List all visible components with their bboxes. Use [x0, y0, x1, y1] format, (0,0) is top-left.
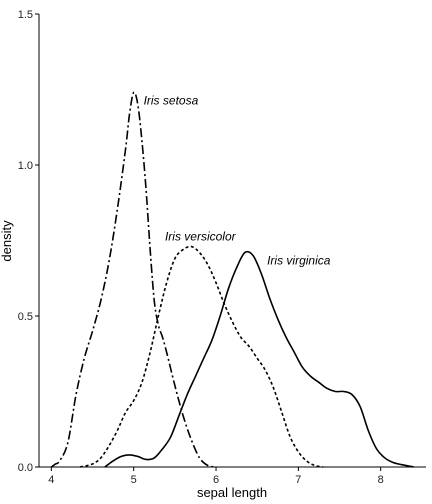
y-axis-title: density: [0, 220, 14, 262]
curve-iris-virginica: [104, 250, 414, 468]
y-tick-label: 1.5: [18, 9, 33, 21]
curve-iris-setosa: [50, 91, 217, 468]
series-labels: Iris setosa Iris versicolor Iris virginica: [144, 94, 331, 268]
x-tick-label: 5: [131, 474, 137, 486]
x-tick-label: 4: [48, 474, 54, 486]
y-tick-label: 1.0: [18, 160, 33, 172]
y-tick-label: 0.0: [18, 462, 33, 474]
label-iris-versicolor: Iris versicolor: [165, 230, 237, 244]
density-curves: [50, 91, 414, 468]
y-tick-label: 0.5: [18, 311, 33, 323]
label-iris-virginica: Iris virginica: [267, 254, 331, 268]
x-tick-label: 7: [295, 474, 301, 486]
axes: 4 5 6 7 8 0.0 0.5 1.0 1.5: [18, 9, 426, 486]
label-iris-setosa: Iris setosa: [144, 94, 199, 108]
curve-iris-versicolor: [79, 245, 324, 468]
x-tick-label: 8: [378, 474, 384, 486]
x-tick-label: 6: [213, 474, 219, 486]
x-axis-title: sepal length: [197, 485, 267, 500]
